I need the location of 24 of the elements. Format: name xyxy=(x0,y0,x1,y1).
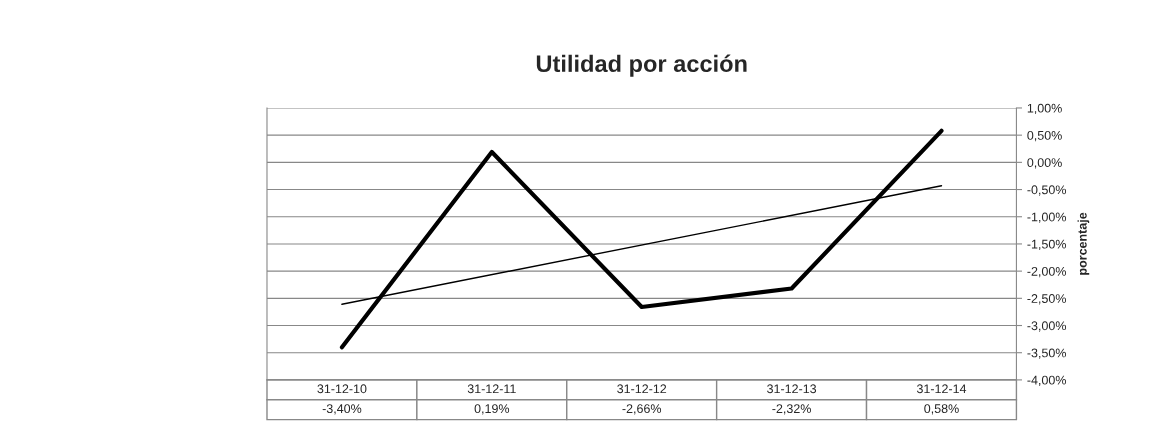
line-series xyxy=(339,128,944,350)
y-tick-label: -0,50% xyxy=(1027,185,1067,196)
x-tick-label: 31-12-12 xyxy=(617,384,667,394)
x-tick-label: 31-12-14 xyxy=(916,384,967,394)
y-tick-label: 0,50% xyxy=(1027,130,1062,142)
y-axis-title: porcentaje xyxy=(1077,212,1090,275)
x-tick-label: 31-12-11 xyxy=(467,384,516,394)
data-label: -2,66% xyxy=(622,404,662,415)
y-tick-label: -2,00% xyxy=(1027,266,1067,278)
data-label: -2,32% xyxy=(772,404,811,415)
y-tick-label: -1,50% xyxy=(1027,239,1067,251)
y-tick-label: 1,00% xyxy=(1027,103,1062,115)
y-tick-label: -3,00% xyxy=(1027,321,1067,332)
data-label: 0,58% xyxy=(924,404,959,415)
chart-title: Utilidad por acción xyxy=(536,54,747,77)
y-tick-label: -1,00% xyxy=(1027,212,1067,223)
data-label: -3,40% xyxy=(322,404,362,415)
y-tick-label: 0,00% xyxy=(1027,158,1062,169)
data-label: 0,19% xyxy=(474,404,510,415)
x-tick-label: 31-12-10 xyxy=(317,384,367,394)
y-tick-label: -4,00% xyxy=(1027,375,1067,387)
x-tick-label: 31-12-13 xyxy=(767,384,817,394)
y-tick-label: -2,50% xyxy=(1027,294,1067,305)
y-tick-label: -3,50% xyxy=(1027,348,1067,359)
